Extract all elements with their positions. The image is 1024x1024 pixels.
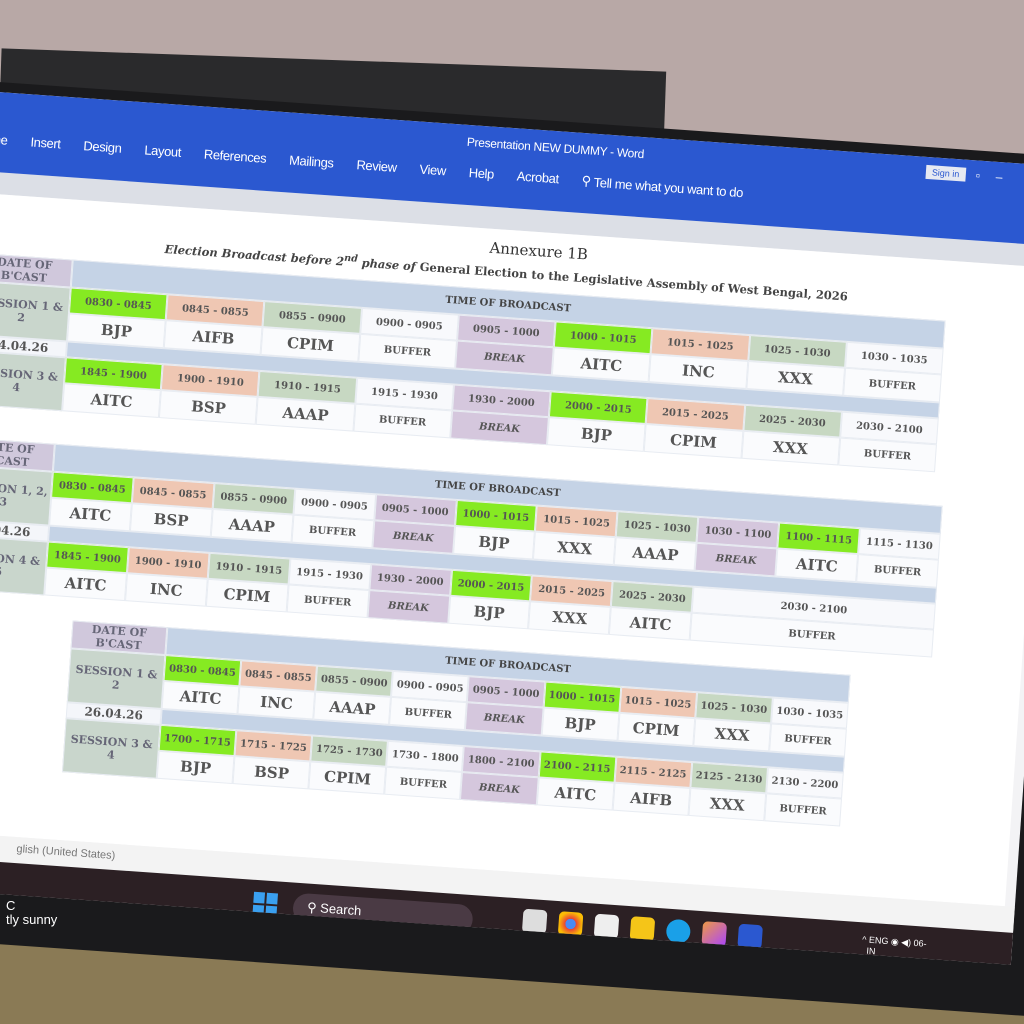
word-icon[interactable]: [737, 923, 763, 950]
tab-layout[interactable]: Layout: [143, 142, 182, 160]
party-cell: BUFFER: [384, 766, 463, 800]
system-tray[interactable]: ^ ENG ◉ ◀) 06- IN: [861, 934, 927, 957]
party-cell: XXX: [528, 601, 612, 635]
subtitle-italic: phase of: [357, 255, 417, 274]
tab-design[interactable]: Design: [82, 138, 123, 156]
tab-view[interactable]: View: [419, 161, 447, 179]
party-cell: AITC: [62, 383, 162, 419]
file-explorer-icon[interactable]: [629, 916, 656, 942]
document-page: Annexure 1B Election Broadcast before 2n…: [0, 192, 1024, 907]
subtitle-prefix: Election Broadcast before 2: [164, 241, 345, 269]
windows-start-icon[interactable]: [252, 891, 279, 918]
sign-in-button[interactable]: Sign in: [925, 164, 966, 182]
party-cell: BSP: [159, 390, 259, 425]
party-cell: AITC: [609, 607, 692, 641]
tab-help[interactable]: Help: [468, 165, 495, 182]
session-label: SESSION 3 & 4: [61, 718, 161, 779]
chrome-icon[interactable]: [557, 911, 584, 937]
date-header: DATE OF B'CAST: [0, 437, 55, 472]
party-cell: AAAP: [256, 396, 356, 432]
party-cell: XXX: [688, 787, 767, 822]
party-cell: INC: [124, 573, 208, 607]
document-title: Presentation NEW DUMMY - Word: [466, 134, 645, 162]
tab-home[interactable]: ne: [0, 131, 9, 148]
party-cell: BJP: [547, 417, 646, 452]
tab-mailings[interactable]: Mailings: [288, 152, 335, 171]
ribbon-display-icon[interactable]: ▫: [975, 168, 981, 183]
party-cell: AITC: [44, 567, 127, 602]
party-cell: BUFFER: [837, 437, 937, 473]
taskbar-apps: [521, 908, 763, 950]
monitor: Presentation NEW DUMMY - Word Sign in ▫ …: [0, 80, 1024, 1017]
clock: 06-: [913, 937, 927, 949]
session-label: SESSION 3 & 4: [0, 350, 66, 412]
search-label: Search: [319, 900, 362, 919]
tell-me-label: Tell me what you want to do: [593, 174, 744, 200]
tab-acrobat[interactable]: Acrobat: [516, 168, 560, 187]
subtitle-sup: nd: [343, 252, 359, 265]
language-status[interactable]: glish (United States): [16, 843, 116, 863]
annexure-heading: Annexure 1B: [488, 238, 589, 264]
party-cell: AIFB: [612, 782, 691, 816]
party-cell: BUFFER: [764, 793, 842, 827]
weather-condition: tly sunny: [6, 912, 58, 927]
party-cell: BUFFER: [353, 403, 452, 439]
party-cell: BJP: [156, 750, 235, 785]
minimize-icon[interactable]: –: [995, 169, 1003, 185]
session-label: SESSION 1 & 2: [66, 648, 166, 709]
session-label: SESSION 1, 2, 3: [0, 465, 53, 526]
tab-insert[interactable]: Insert: [29, 134, 62, 152]
weather-temp: C: [6, 898, 16, 913]
party-cell: XXX: [740, 430, 840, 466]
tab-references[interactable]: References: [203, 146, 267, 166]
lightbulb-icon: ⚲: [581, 172, 592, 189]
region-indicator: IN: [866, 945, 876, 957]
copilot-icon[interactable]: [701, 921, 728, 947]
tell-me-search[interactable]: ⚲ Tell me what you want to do: [581, 173, 743, 200]
taskbar-search[interactable]: ⚲ Search: [292, 892, 474, 936]
store-icon[interactable]: [593, 913, 620, 940]
party-cell: BSP: [232, 756, 311, 790]
session-label: SESSION 1 & 2: [0, 280, 71, 342]
screen: Presentation NEW DUMMY - Word Sign in ▫ …: [0, 89, 1024, 965]
party-cell: BUFFER: [286, 584, 370, 619]
party-cell: BREAK: [460, 772, 539, 806]
party-cell: CPIM: [308, 761, 387, 795]
party-cell: BREAK: [450, 410, 549, 446]
edge-icon[interactable]: [665, 918, 692, 945]
party-cell: BJP: [447, 595, 531, 630]
task-view-icon[interactable]: [521, 908, 548, 935]
party-cell: CPIM: [644, 423, 743, 459]
party-cell: CPIM: [205, 578, 289, 613]
party-cell: BREAK: [367, 590, 450, 624]
schedule-table: DATE OF B'CAST TIME OF BROADCAST SESSION 1…: [61, 620, 851, 827]
session-label: SESSION 4 & 5: [0, 534, 48, 596]
date-header: DATE OF B'CAST: [0, 252, 73, 288]
tab-review[interactable]: Review: [355, 157, 398, 175]
party-cell: AITC: [536, 777, 615, 811]
lang-indicator: ENG: [868, 934, 889, 947]
